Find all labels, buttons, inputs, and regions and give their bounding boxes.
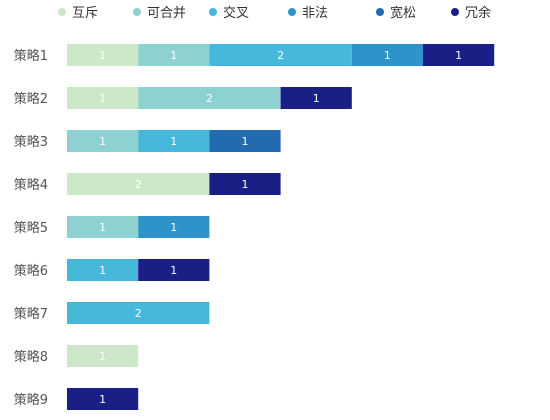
bar-segment: [138, 44, 210, 66]
legend-label: 冗余: [465, 5, 491, 21]
legend-label: 非法: [302, 6, 328, 21]
bar-value-label: 1: [99, 49, 106, 62]
bar-segment: [67, 173, 210, 195]
bar-segment: [138, 130, 210, 152]
legend-item: 非法: [288, 6, 328, 21]
bar-value-label: 1: [170, 264, 177, 277]
bar-value-label: 1: [99, 350, 106, 363]
category-axis: 策略1 策略2 策略3 策略4 策略5 策略6 策略7 策略8 策略9: [14, 48, 48, 408]
category-label: 策略3: [14, 134, 48, 150]
legend-item: 冗余: [451, 5, 491, 21]
bar-segment: [423, 44, 495, 66]
bar-value-label: 1: [170, 221, 177, 234]
bar-segment: [209, 130, 281, 152]
bar-segment: [67, 87, 139, 109]
legend-label: 宽松: [390, 5, 416, 21]
bar-value-label: 1: [313, 92, 320, 105]
category-label: 策略5: [14, 220, 48, 236]
legend-label: 交叉: [223, 5, 249, 21]
category-label: 策略6: [14, 263, 48, 279]
bar-value-label: 2: [206, 92, 213, 105]
category-label: 策略2: [14, 91, 48, 107]
bar-segment: [209, 173, 281, 195]
bar-segment: [138, 216, 210, 238]
legend-item: 交叉: [209, 5, 249, 21]
legend-swatch: [376, 8, 384, 16]
bar-value-label: 1: [99, 92, 106, 105]
bar-value-label: 1: [99, 135, 106, 148]
legend: 互斥 可合并 交叉 非法 宽松 冗余: [58, 5, 491, 21]
bar-value-label: 2: [135, 178, 142, 191]
legend-item: 可合并: [133, 6, 186, 21]
legend-swatch: [133, 8, 141, 16]
bar-segment: [67, 216, 139, 238]
bar-value-label: 2: [277, 49, 284, 62]
bar-value-label: 1: [99, 221, 106, 234]
bar-segment: [351, 44, 423, 66]
category-label: 策略9: [14, 392, 48, 408]
bar-value-label: 1: [170, 135, 177, 148]
bar-value-label: 1: [99, 393, 106, 406]
legend-swatch: [58, 8, 66, 16]
category-label: 策略4: [14, 177, 48, 193]
bar-segment: [67, 130, 139, 152]
bar-value-label: 1: [455, 49, 462, 62]
bars: 1 1 2 1 1 1 2 1 1 1 1 2 1 1 1 1 1 2 1 1: [67, 44, 495, 410]
bar-value-label: 1: [99, 264, 106, 277]
legend-item: 宽松: [376, 5, 416, 21]
legend-label: 可合并: [147, 6, 186, 21]
legend-label: 互斥: [72, 6, 98, 21]
legend-swatch: [451, 8, 459, 16]
category-label: 策略1: [14, 48, 48, 64]
bar-segment: [138, 87, 281, 109]
category-label: 策略8: [14, 349, 48, 365]
legend-item: 互斥: [58, 6, 98, 21]
category-label: 策略7: [14, 306, 48, 322]
legend-swatch: [209, 8, 217, 16]
bar-segment: [280, 87, 352, 109]
bar-segment: [138, 259, 210, 281]
bar-segment: [67, 259, 139, 281]
bar-segment: [67, 388, 139, 410]
bar-value-label: 2: [135, 307, 142, 320]
bar-value-label: 1: [384, 49, 391, 62]
bar-value-label: 1: [242, 178, 249, 191]
bar-segment: [67, 302, 210, 324]
bar-value-label: 1: [242, 135, 249, 148]
bar-value-label: 1: [170, 49, 177, 62]
legend-swatch: [288, 8, 296, 16]
bar-segment: [67, 345, 139, 367]
bar-segment: [67, 44, 139, 66]
bar-segment: [209, 44, 352, 66]
